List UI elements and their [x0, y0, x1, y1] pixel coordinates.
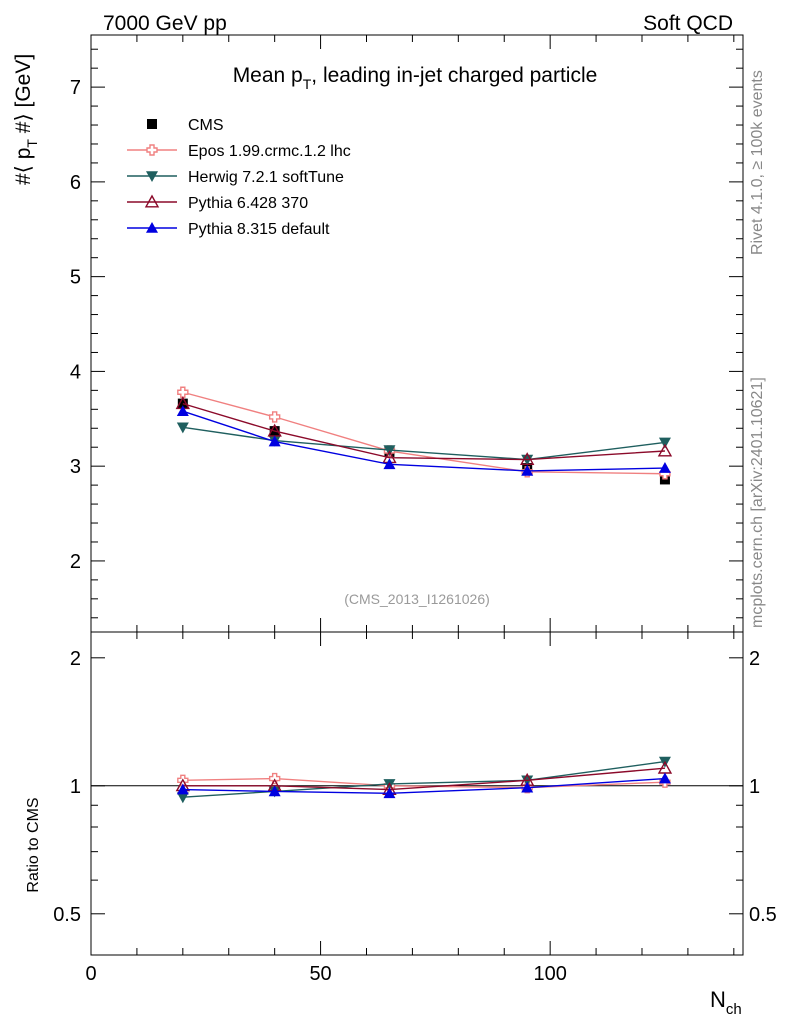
ylabel-rest: #⟩ [GeV] — [12, 54, 35, 139]
ratio-y-tick-label-right: 0.5 — [749, 904, 777, 926]
main-series-pythia6 — [175, 396, 673, 466]
main-point-herwig — [176, 422, 189, 434]
ratio-point-herwig — [176, 792, 189, 804]
ratio-plot-frame — [90, 631, 744, 956]
main-point-pythia8 — [176, 405, 189, 417]
ratio-series-pythia8 — [176, 772, 671, 799]
main-y-axis-label: #⟨ pT #⟩ [GeV] — [12, 54, 40, 185]
ratio-y-tick-label-right: 2 — [749, 648, 760, 670]
main-line-pythia8 — [182, 410, 665, 472]
rivet-version-label: Rivet 4.1.0, ≥ 100k events — [749, 70, 766, 255]
main-series-cms — [177, 398, 670, 485]
ratio-y-tick-label-left: 1 — [70, 776, 81, 798]
main-point-pythia8 — [658, 462, 671, 473]
ratio-x-tick-labels: 0 50 100 — [85, 963, 566, 985]
ratio-axis-ticks — [90, 632, 743, 955]
title-rest: , leading in-jet charged particle — [311, 64, 597, 87]
main-series-herwig — [176, 422, 671, 466]
main-axis-ticks — [90, 35, 743, 632]
legend-entry: Pythia 6.428 370 — [127, 194, 308, 212]
legend-marker — [146, 222, 158, 233]
legend-entry: CMS — [147, 117, 224, 134]
main-y-tick-label: 4 — [70, 361, 81, 383]
main-line-epos — [182, 391, 665, 475]
legend-label: Pythia 6.428 370 — [188, 195, 308, 212]
main-y-tick-label: 7 — [70, 77, 81, 99]
ratio-point-pythia8 — [383, 787, 396, 799]
main-series-group — [175, 386, 673, 485]
ratio-y-tick-label-left: 0.5 — [53, 904, 81, 926]
x-tick-label: 0 — [85, 963, 96, 985]
legend-label: Epos 1.99.crmc.1.2 lhc — [188, 143, 351, 160]
main-line-pythia6 — [182, 402, 665, 461]
ratio-y-tick-labels: 0.5 0.5 1 1 2 2 — [53, 648, 777, 926]
main-point-pythia8 — [383, 458, 396, 470]
main-point-pythia8 — [521, 464, 534, 476]
legend-marker — [146, 144, 158, 156]
ratio-y-tick-label-right: 1 — [749, 776, 760, 798]
main-series-epos — [177, 386, 671, 480]
main-point-pythia8 — [268, 435, 281, 447]
ratio-series-pythia6 — [175, 760, 673, 796]
main-plot-title: Mean pT, leading in-jet charged particle — [233, 64, 598, 92]
title-main: Mean p — [233, 64, 303, 87]
ratio-point-pythia8 — [521, 781, 534, 793]
ylabel-main: #⟨ p — [12, 148, 35, 185]
main-point-herwig — [658, 437, 671, 449]
main-y-tick-label: 5 — [70, 267, 81, 289]
x-tick-label: 50 — [309, 963, 331, 985]
ratio-point-pythia8 — [658, 772, 671, 784]
main-line-herwig — [182, 426, 666, 461]
main-y-tick-label: 2 — [70, 551, 81, 573]
main-point-pythia6 — [657, 443, 673, 457]
legend-marker — [146, 171, 158, 182]
main-y-tick-label: 3 — [70, 456, 81, 478]
legend-label: Herwig 7.2.1 softTune — [188, 169, 344, 186]
header-energy-label: 7000 GeV pp — [103, 12, 227, 35]
x-tick-label: 100 — [533, 963, 566, 985]
legend-entry: Epos 1.99.crmc.1.2 lhc — [127, 143, 351, 160]
main-point-pythia6 — [520, 452, 535, 466]
legend-marker — [147, 119, 157, 129]
ratio-series-herwig — [176, 756, 671, 804]
header-category-label: Soft QCD — [643, 12, 733, 35]
legend-label: Pythia 8.315 default — [188, 221, 330, 238]
x-axis-label: Nch — [710, 987, 742, 1018]
main-point-epos — [268, 411, 281, 423]
ratio-point-pythia8 — [268, 785, 281, 797]
ylabel-subscript: T — [24, 139, 40, 148]
legend-entry: Pythia 8.315 default — [127, 221, 330, 238]
legend: CMS Epos 1.99.crmc.1.2 lhc Herwig 7.2.1 so… — [127, 117, 351, 238]
title-subscript: T — [303, 76, 312, 92]
ratio-y-tick-label-left: 2 — [70, 648, 81, 670]
ratio-series-group — [175, 756, 673, 804]
ratio-y-axis-label: Ratio to CMS — [25, 797, 42, 892]
legend-label: CMS — [188, 117, 224, 134]
ratio-point-pythia8 — [176, 783, 189, 795]
main-y-tick-labels: 2 3 4 5 6 7 — [70, 77, 81, 573]
main-series-pythia8 — [176, 405, 671, 476]
xlabel-subscript: ch — [726, 1001, 742, 1018]
ratio-plot-panel: 0.5 0.5 1 1 2 2 0 50 100 Ratio to CMS Nch — [25, 631, 777, 1018]
main-y-tick-label: 6 — [70, 172, 81, 194]
legend-marker — [144, 194, 160, 208]
legend-entry: Herwig 7.2.1 softTune — [127, 169, 344, 186]
mcplots-label: mcplots.cern.ch [arXiv:2401.10621] — [749, 377, 766, 628]
main-point-epos — [177, 386, 189, 398]
xlabel-main: N — [710, 987, 726, 1012]
analysis-watermark: (CMS_2013_I1261026) — [344, 591, 490, 607]
